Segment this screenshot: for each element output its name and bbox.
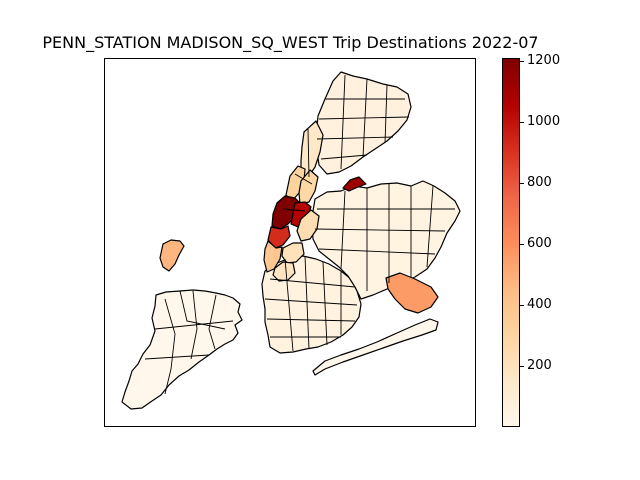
tract-border — [322, 261, 328, 346]
colorbar-tick-mark — [520, 61, 524, 62]
zone-queens — [311, 180, 461, 300]
tract-border — [384, 84, 388, 144]
colorbar — [502, 58, 520, 427]
tract-border — [307, 128, 310, 178]
zone-downtown-brooklyn — [272, 261, 296, 282]
choropleth-map — [121, 71, 461, 410]
tract-border — [264, 298, 358, 306]
zone-upper-east-side — [298, 169, 319, 205]
tract-border — [320, 154, 368, 160]
colorbar-tick-label: 400 — [527, 297, 552, 312]
tract-border — [266, 318, 356, 322]
zone-newark-airport — [159, 239, 185, 272]
colorbar-tick-label: 1200 — [527, 53, 561, 68]
tract-border — [340, 190, 346, 270]
chart-title: PENN_STATION MADISON_SQ_WEST Trip Destin… — [42, 33, 539, 52]
zone-bronx — [315, 71, 412, 175]
tract-border — [179, 290, 226, 330]
zone-long-island-city — [296, 209, 320, 242]
zone-staten-island — [121, 289, 243, 410]
tract-border — [294, 173, 313, 185]
colorbar-tick-label: 200 — [527, 358, 552, 373]
colorbar-tick-mark — [520, 183, 524, 184]
tract-border — [144, 354, 210, 360]
colorbar-tick-mark — [520, 244, 524, 245]
tract-border — [282, 208, 306, 212]
tract-border — [190, 290, 198, 360]
zone-jfk-airport — [385, 272, 439, 314]
tract-border — [316, 136, 394, 140]
tract-border — [362, 78, 368, 158]
tract-border — [208, 294, 217, 350]
colorbar-tick-label: 1000 — [527, 114, 561, 129]
tract-border — [340, 74, 346, 170]
zone-laguardia-airport — [342, 176, 367, 192]
colorbar-tick-label: 800 — [527, 175, 552, 190]
tract-border — [318, 248, 436, 255]
tract-border — [304, 255, 310, 350]
tract-border — [154, 320, 234, 330]
colorbar-tick-mark — [520, 122, 524, 123]
map-axes — [104, 58, 476, 427]
zone-lower-manhattan — [263, 240, 283, 273]
tract-border — [426, 185, 434, 268]
zone-rockaway — [312, 318, 439, 376]
zone-williamsburg — [281, 242, 305, 264]
tract-border — [318, 116, 410, 120]
tract-border — [164, 298, 176, 395]
colorbar-tick-label: 600 — [527, 236, 552, 251]
colorbar-tick-mark — [520, 366, 524, 367]
tract-border — [284, 258, 294, 352]
tract-border — [314, 228, 446, 232]
colorbar-tick-mark — [520, 305, 524, 306]
